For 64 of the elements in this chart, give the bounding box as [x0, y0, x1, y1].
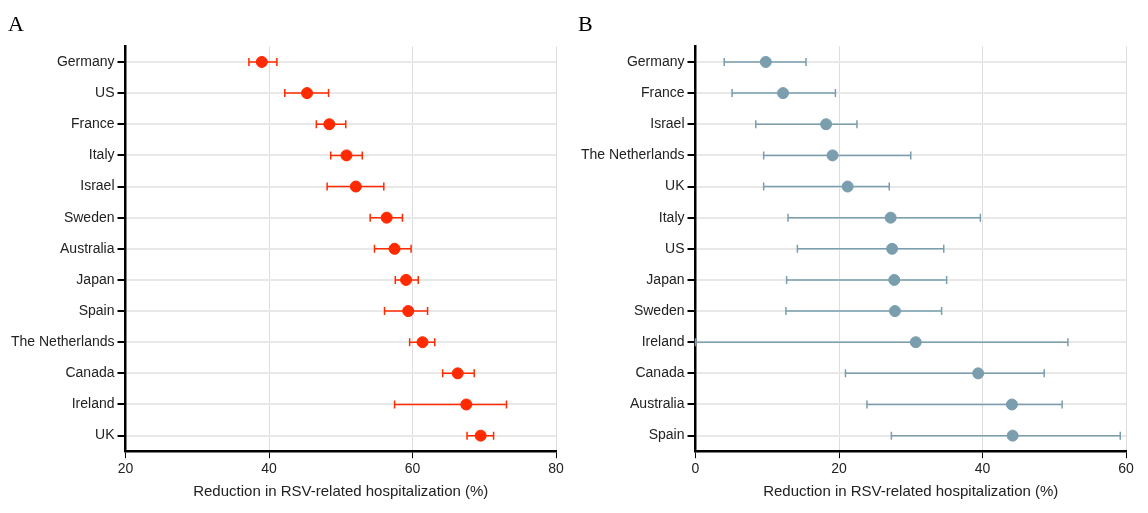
x-tick-label: 40 [261, 460, 277, 477]
y-tick-label: Australia [60, 239, 115, 256]
point [255, 55, 268, 68]
y-tick-label: Italy [658, 208, 685, 225]
point [301, 87, 314, 100]
y-tick-label: Japan [76, 270, 115, 287]
point [826, 149, 839, 162]
x-tick-label: 80 [548, 460, 564, 477]
y-tick-label: UK [665, 177, 686, 194]
y-tick-label: Sweden [63, 208, 115, 225]
x-tick-label: 20 [831, 460, 847, 477]
point [460, 398, 473, 411]
x-tick-label: 60 [1118, 460, 1134, 477]
x-axis-title: Reduction in RSV-related hospitalization (%) [193, 482, 489, 500]
point [349, 180, 362, 193]
point [416, 336, 429, 349]
y-tick-label: France [70, 115, 115, 132]
y-tick-label: Germany [56, 52, 115, 69]
x-tick-label: 60 [404, 460, 421, 477]
point [340, 149, 353, 162]
y-tick-label: The Netherlands [580, 146, 685, 163]
y-tick-label: US [95, 83, 115, 100]
point [888, 273, 901, 286]
x-tick-label: 20 [117, 460, 134, 477]
y-tick-label: Canada [635, 364, 685, 381]
point [759, 55, 772, 68]
point [474, 429, 487, 442]
point [820, 118, 833, 131]
point [451, 367, 464, 380]
y-tick-label: UK [95, 426, 116, 443]
point [380, 211, 393, 224]
y-tick-label: Israel [650, 115, 685, 132]
y-tick-label: Japan [646, 270, 685, 287]
chart-title: B [578, 10, 593, 36]
chart-title: A [8, 10, 24, 36]
point [886, 242, 899, 255]
point [777, 87, 790, 100]
point [909, 336, 922, 349]
y-tick-label: US [665, 239, 685, 256]
point [888, 305, 901, 318]
point [884, 211, 897, 224]
x-tick-label: 40 [974, 460, 991, 477]
y-tick-label: Italy [88, 146, 115, 163]
y-tick-label: Sweden [633, 301, 685, 318]
y-tick-label: Ireland [71, 395, 115, 412]
y-tick-label: The Netherlands [10, 333, 115, 350]
y-tick-label: Israel [80, 177, 115, 194]
y-tick-label: Spain [78, 301, 115, 318]
point [402, 305, 415, 318]
point [1005, 398, 1018, 411]
y-tick-label: Canada [65, 364, 115, 381]
y-tick-label: Ireland [641, 333, 685, 350]
point [972, 367, 985, 380]
y-tick-label: Australia [630, 395, 685, 412]
y-tick-label: Spain [648, 426, 685, 443]
point [400, 273, 413, 286]
point [323, 118, 336, 131]
point [841, 180, 854, 193]
y-tick-label: Germany [626, 52, 685, 69]
point [388, 242, 401, 255]
x-tick-label: 0 [691, 460, 700, 477]
point [1006, 429, 1019, 442]
y-tick-label: France [640, 83, 685, 100]
x-axis-title: Reduction in RSV-related hospitalization (%) [763, 482, 1059, 500]
